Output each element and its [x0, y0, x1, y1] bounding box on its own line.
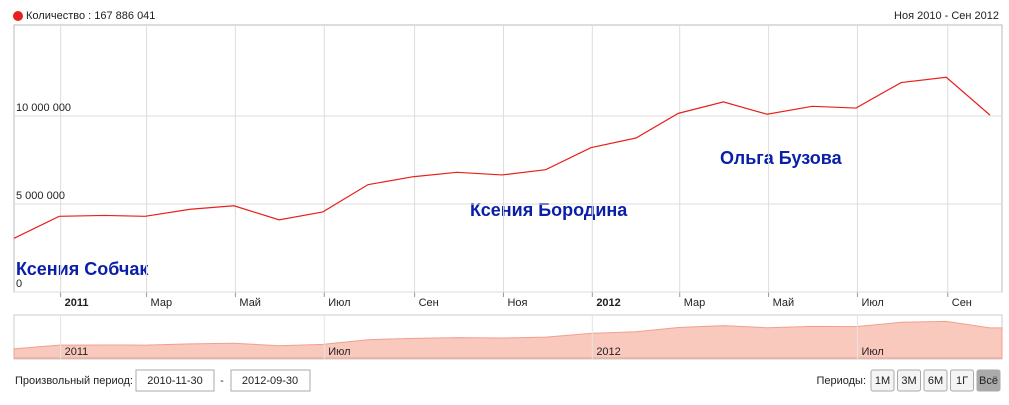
- plot-frame: [13, 24, 1003, 293]
- period-button-label[interactable]: 1Г: [956, 375, 968, 387]
- x-tick-label: 2012: [596, 297, 620, 309]
- period-button-label[interactable]: Всё: [979, 375, 998, 387]
- x-tick-label: Май: [773, 297, 795, 309]
- x-tick-label: Июл: [328, 297, 350, 309]
- x-tick-label: Сен: [952, 297, 972, 309]
- total: 167 886 041: [94, 10, 155, 22]
- annotation: Ксения Бородина: [470, 200, 628, 220]
- x-tick-label: Ноя: [507, 297, 527, 309]
- annotation: Ксения Собчак: [16, 259, 149, 279]
- legend-dot: [13, 11, 23, 21]
- date-to[interactable]: 2012-09-30: [242, 375, 298, 387]
- navigator-label: 2012: [596, 346, 620, 358]
- period-button[interactable]: [950, 369, 974, 392]
- x-tick-label: Мар: [684, 297, 706, 309]
- y-tick-label: 0: [16, 278, 22, 290]
- separator: -: [220, 375, 224, 387]
- period-button-label[interactable]: 1М: [875, 375, 890, 387]
- period-button[interactable]: [923, 369, 948, 392]
- x-tick-label: Сен: [419, 297, 439, 309]
- period-label: Произвольный период:: [15, 375, 133, 387]
- period-button[interactable]: [870, 369, 895, 392]
- legend-label: Количество : 167 886 041: [26, 10, 155, 22]
- period-button-label[interactable]: 6М: [928, 375, 943, 387]
- series-line: [13, 76, 991, 239]
- navigator-label: Июл: [861, 346, 883, 358]
- x-tick-label: Июл: [861, 297, 883, 309]
- date-from[interactable]: 2010-11-30: [147, 375, 202, 387]
- annotation: Ольга Бузова: [720, 148, 843, 168]
- range-label: Ноя 2010 - Сен 2012: [894, 10, 999, 22]
- x-tick-label: Май: [239, 297, 261, 309]
- date-input[interactable]: [135, 369, 215, 392]
- series-label: Количество: [26, 10, 85, 22]
- date-input[interactable]: [230, 369, 311, 392]
- navigator-area: [13, 320, 1003, 359]
- y-tick-label: 10 000 000: [16, 102, 71, 114]
- period-button[interactable]: [897, 369, 921, 392]
- period-button[interactable]: [976, 369, 1001, 392]
- period-button-label[interactable]: 3М: [901, 375, 916, 387]
- periods-label: Периоды:: [816, 375, 866, 387]
- navigator-label: Июл: [328, 346, 350, 358]
- x-tick-label: Мар: [151, 297, 173, 309]
- x-tick-label: 2011: [65, 297, 89, 309]
- navigator-label: 2011: [65, 346, 89, 358]
- y-tick-label: 5 000 000: [16, 190, 65, 202]
